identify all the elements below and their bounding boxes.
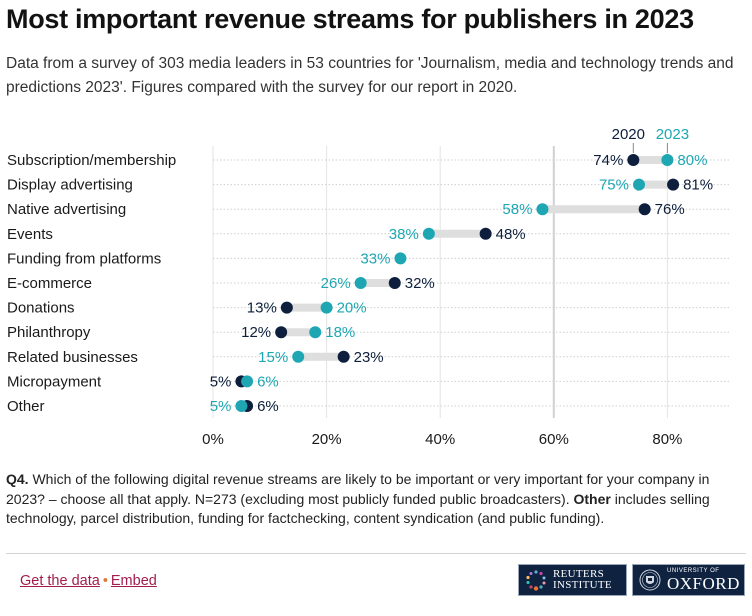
dot-2023 <box>241 375 254 388</box>
x-axis-ticks: 0% 20% 40% 60% 80% <box>202 431 682 448</box>
dot-2020 <box>388 277 401 289</box>
category-label: Funding from platforms <box>7 250 161 267</box>
category-row: Funding from platforms 33% <box>7 250 730 267</box>
reuters-line2: INSTITUTE <box>553 579 612 591</box>
category-row: Micropayment 5% 6% <box>7 373 730 390</box>
oxford-small-text: UNIVERSITY OF <box>667 568 720 574</box>
category-label: Philanthropy <box>7 324 91 341</box>
value-label-2020: 6% <box>257 398 279 415</box>
category-row: Other 5% 6% <box>7 398 730 415</box>
value-label-2020: 12% <box>241 324 271 341</box>
category-label: Events <box>7 226 53 243</box>
category-label: Subscription/membership <box>7 152 176 169</box>
value-label-2023: 26% <box>321 275 351 292</box>
value-label-2023: 18% <box>325 324 355 341</box>
category-rows: Subscription/membership 74% 80% Display adv… <box>7 152 730 415</box>
x-tick-label: 80% <box>652 431 682 448</box>
category-row: Display advertising 75% 81% <box>7 177 730 194</box>
dot-2023 <box>235 400 248 412</box>
value-label-2023: 15% <box>258 349 288 366</box>
x-tick-label: 40% <box>425 431 455 448</box>
category-row: Events 38% 48% <box>7 226 730 243</box>
category-row: Philanthropy 12% 18% <box>7 324 730 341</box>
dot-2020 <box>280 301 293 314</box>
oxford-big-text: OXFORD <box>667 574 740 593</box>
category-label: Native advertising <box>7 201 126 218</box>
value-label-2020: 76% <box>655 201 685 218</box>
gridlines <box>212 146 668 418</box>
reuters-dots-icon <box>526 570 546 591</box>
value-label-2020: 81% <box>683 177 713 194</box>
category-row: Donations 13% 20% <box>7 300 730 317</box>
embed-link[interactable]: Embed <box>110 573 157 589</box>
category-row: Subscription/membership 74% 80% <box>7 152 730 169</box>
value-label-2023: 38% <box>389 226 419 243</box>
category-label: Related businesses <box>7 349 138 366</box>
link-separator: • <box>102 573 108 589</box>
chart-subtitle: Data from a survey of 303 media leaders … <box>6 55 734 96</box>
dot-2020 <box>337 350 350 363</box>
dot-2023 <box>354 277 367 289</box>
dot-2020 <box>627 154 640 166</box>
dot-plot-chart: Subscription/membership 74% 80% Display adv… <box>7 126 730 448</box>
category-row: Native advertising 58% 76% <box>7 201 730 218</box>
dot-2023 <box>422 227 435 240</box>
reuters-line1: REUTERS <box>553 568 604 580</box>
oxford-crest-icon <box>639 569 661 591</box>
value-label-2023: 5% <box>210 398 232 415</box>
dot-2020 <box>667 178 680 191</box>
question-label: Q4. <box>6 471 29 487</box>
category-row: E-commerce 26% 32% <box>7 275 730 292</box>
legend-2023: 2023 <box>656 126 689 143</box>
dot-2020 <box>638 203 651 216</box>
value-label-2020: 48% <box>496 226 526 243</box>
category-label: Display advertising <box>7 177 133 194</box>
x-tick-label: 0% <box>202 431 224 448</box>
dot-2023 <box>633 178 645 191</box>
question-note: Q4. Which of the following digital reven… <box>6 470 748 529</box>
value-label-2023: 80% <box>677 152 707 169</box>
chart-title: Most important revenue streams for publi… <box>6 4 694 34</box>
value-label-2020: 32% <box>405 275 435 292</box>
legend-2020: 2020 <box>612 126 645 143</box>
dot-2023 <box>661 154 674 166</box>
reuters-institute-logo[interactable]: REUTERS INSTITUTE <box>518 564 627 596</box>
dot-2020 <box>479 227 492 240</box>
category-label: Donations <box>7 300 75 317</box>
other-label: Other <box>573 490 611 507</box>
footer-divider <box>6 553 746 554</box>
other-text: includes selling technology, parcel dist… <box>6 490 710 527</box>
value-label-2023: 33% <box>360 250 390 267</box>
x-tick-label: 20% <box>312 431 342 448</box>
value-label-2020: 74% <box>593 152 623 169</box>
value-label-2020: 23% <box>354 349 384 366</box>
dot-2023 <box>292 350 305 363</box>
legend: 2020 2023 <box>612 126 689 153</box>
get-the-data-link[interactable]: Get the data <box>20 573 100 589</box>
x-tick-label: 60% <box>539 431 569 448</box>
dot-2023 <box>309 326 322 339</box>
value-label-2020: 5% <box>210 373 232 390</box>
dot-2023 <box>320 301 333 314</box>
question-text: Which of the following digital revenue s… <box>6 471 710 507</box>
dot-2023 <box>394 252 407 265</box>
university-of-oxford-logo[interactable]: UNIVERSITY OF OXFORD <box>632 564 745 596</box>
value-label-2023: 75% <box>599 177 629 194</box>
dot-2020 <box>275 326 288 339</box>
category-row: Related businesses 15% 23% <box>7 349 730 366</box>
value-label-2020: 13% <box>247 300 277 317</box>
dot-2023 <box>536 203 549 216</box>
category-label: Micropayment <box>7 373 102 390</box>
value-label-2023: 58% <box>502 201 532 218</box>
value-label-2023: 20% <box>337 300 367 317</box>
category-label: Other <box>7 398 45 415</box>
value-label-2023: 6% <box>257 373 279 390</box>
footer-links: Get the data • Embed <box>20 573 157 589</box>
category-label: E-commerce <box>7 275 92 292</box>
